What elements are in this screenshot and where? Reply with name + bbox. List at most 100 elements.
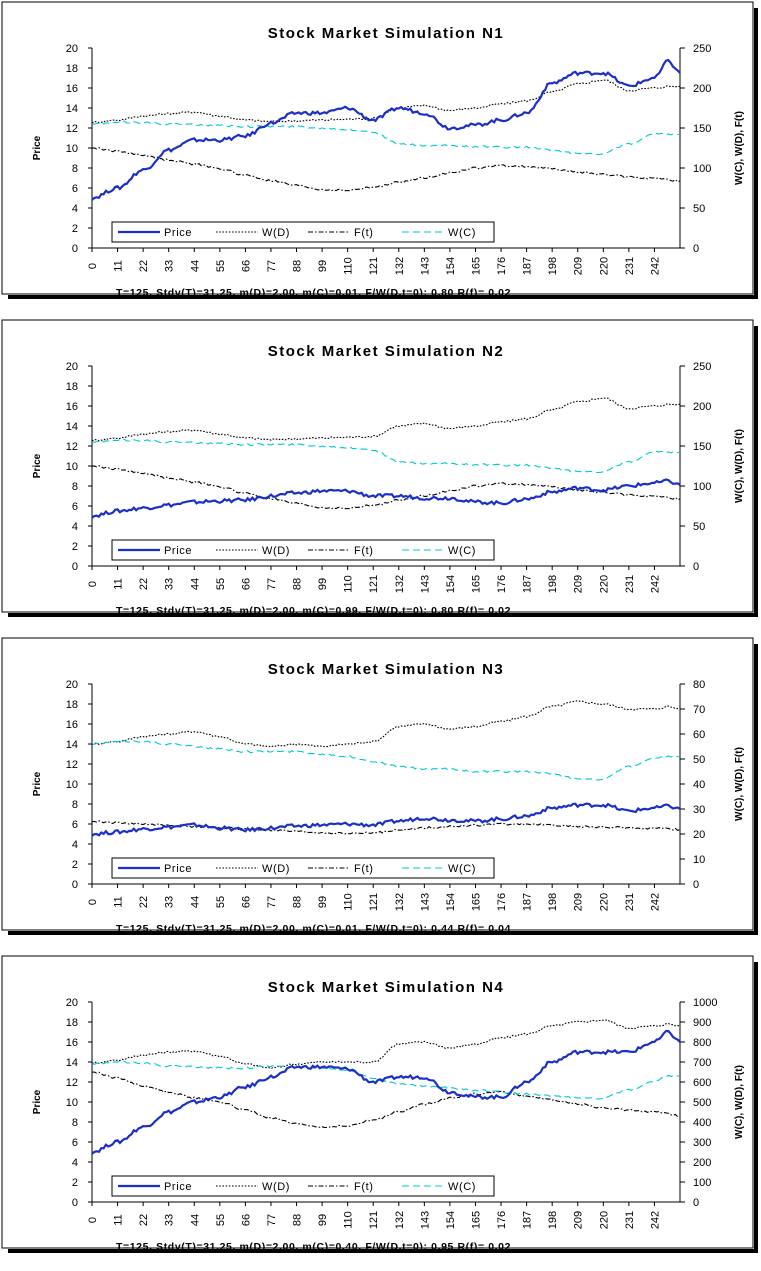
x-tick-label: 33	[164, 896, 176, 908]
chart-svg: Stock Market Simulation N2 0 2 4 6 8 10 12 14 16 1…	[1, 319, 758, 617]
x-tick-label: 198	[547, 575, 559, 593]
y-tick-label: 4	[72, 203, 78, 215]
y-tick-label: 18	[66, 63, 78, 75]
x-tick-label: 88	[292, 896, 304, 908]
y-axis-label: Price	[32, 135, 43, 160]
series-line-w-c	[91, 438, 681, 474]
x-tick-label: 88	[292, 578, 304, 590]
series-line-f-t	[91, 147, 681, 192]
x-tick-label: 66	[240, 1214, 252, 1226]
x-tick-label: 187	[522, 1211, 534, 1229]
x-tick-label: 55	[215, 578, 227, 590]
y-tick-label: 14	[66, 1057, 78, 1069]
y-axis-label: Price	[32, 453, 43, 478]
y2-axis-label: W(C), W(D), F(t)	[734, 111, 745, 185]
y-tick-label: 10	[66, 143, 78, 155]
x-tick-label: 22	[138, 578, 150, 590]
x-tick-label: 0	[87, 581, 99, 587]
y2-tick-label: 30	[693, 804, 705, 816]
x-tick-label: 44	[189, 896, 201, 908]
y-tick-label: 12	[66, 123, 78, 135]
legend-label: Price	[164, 863, 192, 875]
chart-panel-n1: Stock Market Simulation N1 0 2 4 6 8 10 12 14 16 1…	[0, 0, 761, 302]
y-tick-label: 0	[72, 1197, 78, 1209]
y-tick-label: 6	[72, 1137, 78, 1149]
legend-label: Price	[164, 1181, 192, 1193]
x-tick-label: 154	[445, 575, 457, 593]
x-tick-label: 187	[522, 575, 534, 593]
chart-frame	[1, 955, 754, 1249]
x-tick-label: 176	[496, 893, 508, 911]
chart-title: Stock Market Simulation N2	[268, 343, 505, 360]
y2-tick-label: 10	[693, 854, 705, 866]
x-tick-label: 66	[240, 896, 252, 908]
chart-caption: T=125, Stdv(T)=31.25, m(D)=2.00, m(C)=0.…	[116, 1241, 511, 1253]
y2-tick-label: 200	[693, 1157, 711, 1169]
x-tick-label: 209	[573, 1211, 585, 1229]
x-tick-label: 77	[266, 1214, 278, 1226]
series-line-price	[91, 1029, 681, 1155]
x-tick-label: 22	[138, 896, 150, 908]
legend-label: W(C)	[448, 227, 476, 239]
y-tick-label: 2	[72, 541, 78, 553]
y2-tick-label: 100	[693, 481, 711, 493]
x-tick-label: 0	[87, 1217, 99, 1223]
y-tick-label: 16	[66, 719, 78, 731]
x-tick-label: 22	[138, 260, 150, 272]
y-tick-label: 20	[66, 679, 78, 691]
x-tick-label: 0	[87, 263, 99, 269]
y-tick-label: 18	[66, 381, 78, 393]
chart-title: Stock Market Simulation N1	[268, 25, 505, 42]
legend-label: F(t)	[354, 1181, 374, 1193]
x-tick-label: 198	[547, 893, 559, 911]
y2-tick-label: 50	[693, 754, 705, 766]
x-tick-label: 99	[317, 260, 329, 272]
x-tick-label: 198	[547, 1211, 559, 1229]
legend-box	[111, 221, 495, 243]
y-tick-label: 18	[66, 1017, 78, 1029]
y2-tick-label: 0	[693, 879, 699, 891]
y2-tick-label: 50	[693, 521, 705, 533]
series-line-price	[91, 802, 681, 837]
x-tick-label: 187	[522, 893, 534, 911]
y-tick-label: 14	[66, 103, 78, 115]
x-tick-label: 209	[573, 257, 585, 275]
chart-panel-n3: Stock Market Simulation N3 0 2 4 6 8 10 12 14 16 1…	[0, 636, 761, 938]
y-tick-label: 12	[66, 759, 78, 771]
x-tick-label: 121	[368, 893, 380, 911]
y2-tick-label: 1000	[693, 997, 717, 1009]
chart-caption: T=125, Stdv(T)=31.25, m(D)=2.00, m(C)=0.…	[116, 923, 511, 935]
legend-label: W(C)	[448, 1181, 476, 1193]
x-tick-label: 33	[164, 578, 176, 590]
x-tick-label: 165	[470, 575, 482, 593]
y-tick-label: 8	[72, 1117, 78, 1129]
y-tick-label: 20	[66, 361, 78, 373]
y2-tick-label: 700	[693, 1057, 711, 1069]
y-tick-label: 0	[72, 561, 78, 573]
chart-title: Stock Market Simulation N4	[268, 979, 505, 996]
x-tick-label: 209	[573, 575, 585, 593]
y-tick-label: 18	[66, 699, 78, 711]
series-line-f-t	[91, 820, 681, 835]
x-tick-label: 143	[419, 1211, 431, 1229]
y2-tick-label: 0	[693, 1197, 699, 1209]
x-tick-label: 121	[368, 257, 380, 275]
chart-caption: T=125, Stdv(T)=31.25, m(D)=2.00, m(C)=0.…	[116, 287, 511, 299]
y-tick-label: 20	[66, 43, 78, 55]
x-tick-label: 187	[522, 257, 534, 275]
x-tick-label: 220	[598, 575, 610, 593]
y2-tick-label: 0	[693, 561, 699, 573]
legend-label: F(t)	[354, 227, 374, 239]
legend-label: W(D)	[262, 1181, 290, 1193]
series-line-w-c	[91, 739, 681, 781]
series-line-f-t	[91, 465, 681, 510]
y-tick-label: 6	[72, 183, 78, 195]
x-tick-label: 231	[624, 257, 636, 275]
series-line-w-d	[91, 700, 681, 748]
y-tick-label: 0	[72, 879, 78, 891]
y2-tick-label: 500	[693, 1097, 711, 1109]
x-tick-label: 110	[343, 257, 355, 275]
x-tick-label: 88	[292, 1214, 304, 1226]
x-tick-label: 110	[343, 1211, 355, 1229]
y-tick-label: 6	[72, 501, 78, 513]
